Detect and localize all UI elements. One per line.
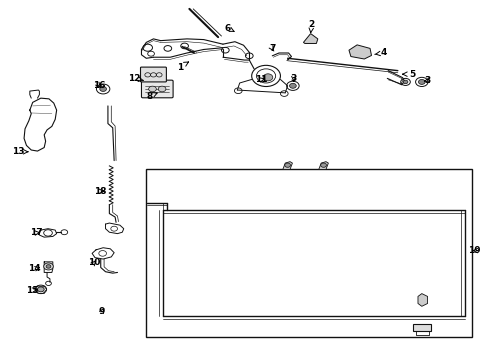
Text: 1: 1 xyxy=(176,62,188,72)
Circle shape xyxy=(320,163,326,167)
Text: 2: 2 xyxy=(308,20,314,33)
Text: 8: 8 xyxy=(147,91,157,100)
Text: 12: 12 xyxy=(128,74,143,83)
Polygon shape xyxy=(303,33,317,44)
Bar xyxy=(412,324,430,330)
Circle shape xyxy=(284,163,290,167)
Text: 18: 18 xyxy=(94,187,107,196)
Text: 17: 17 xyxy=(30,229,42,238)
FancyBboxPatch shape xyxy=(141,80,173,98)
Bar xyxy=(146,170,471,337)
Circle shape xyxy=(402,80,407,84)
Text: 14: 14 xyxy=(28,264,41,273)
Text: 16: 16 xyxy=(92,81,105,90)
Text: 19: 19 xyxy=(467,246,480,255)
Circle shape xyxy=(158,86,165,92)
Polygon shape xyxy=(348,45,371,59)
Circle shape xyxy=(100,86,106,91)
Text: 4: 4 xyxy=(374,49,386,58)
Polygon shape xyxy=(282,162,292,170)
Circle shape xyxy=(43,263,53,270)
Text: 11: 11 xyxy=(255,75,267,84)
Text: 3: 3 xyxy=(290,74,296,83)
Circle shape xyxy=(263,74,272,81)
Text: 15: 15 xyxy=(26,285,39,294)
Circle shape xyxy=(46,265,51,268)
Text: 7: 7 xyxy=(268,44,275,53)
Circle shape xyxy=(38,287,44,292)
Text: 13: 13 xyxy=(12,147,28,156)
Circle shape xyxy=(148,86,156,92)
Polygon shape xyxy=(318,162,328,170)
Text: 10: 10 xyxy=(88,258,100,267)
Text: 5: 5 xyxy=(402,70,414,79)
Text: 9: 9 xyxy=(99,307,105,316)
Text: 6: 6 xyxy=(224,24,234,33)
FancyBboxPatch shape xyxy=(140,67,166,82)
Circle shape xyxy=(418,80,424,84)
Circle shape xyxy=(289,83,296,88)
Text: 3: 3 xyxy=(424,76,430,85)
Polygon shape xyxy=(417,294,427,306)
